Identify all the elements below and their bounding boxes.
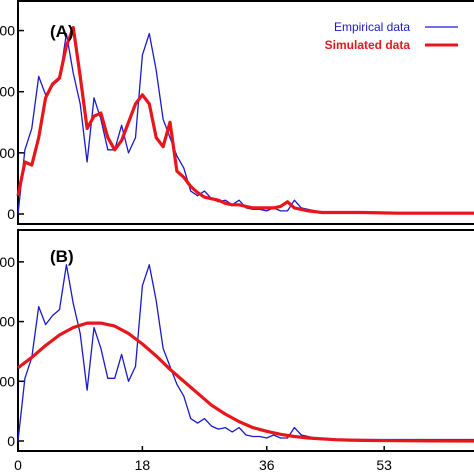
x-tick-label: 18 [135,457,151,473]
y-tick-label: 00 [0,23,15,39]
legend-label: Empirical data [334,20,410,34]
x-tick-label: 53 [376,457,392,473]
y-tick-label: 00 [0,84,15,100]
plot-frame [17,0,474,225]
x-tick-label: 0 [14,457,22,473]
series-simulated-line [17,321,474,443]
panel-label: (B) [50,247,74,266]
y-tick-label: 00 [0,145,15,161]
y-tick-label: 00 [0,254,15,270]
y-tick-label: 00 [0,314,15,330]
y-tick-label: 0 [7,433,15,449]
y-tick-label: 0 [7,206,15,222]
plot-frame [17,229,474,452]
panel-label: (A) [50,22,74,41]
series-simulated-line [16,25,474,215]
x-tick-label: 36 [259,457,275,473]
series-empirical-line [17,264,474,442]
legend-label: Simulated data [325,38,411,52]
y-tick-label: 00 [0,373,15,389]
legend: Empirical data Simulated data [325,20,458,52]
